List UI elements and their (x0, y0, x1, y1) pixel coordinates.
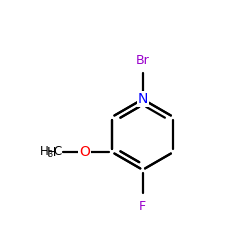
Text: Br: Br (136, 54, 149, 66)
Text: $\mathregular{H_3C}$: $\mathregular{H_3C}$ (39, 144, 63, 160)
Text: H: H (47, 146, 56, 159)
Text: O: O (80, 145, 90, 159)
Text: F: F (139, 200, 146, 213)
Text: N: N (138, 92, 148, 106)
